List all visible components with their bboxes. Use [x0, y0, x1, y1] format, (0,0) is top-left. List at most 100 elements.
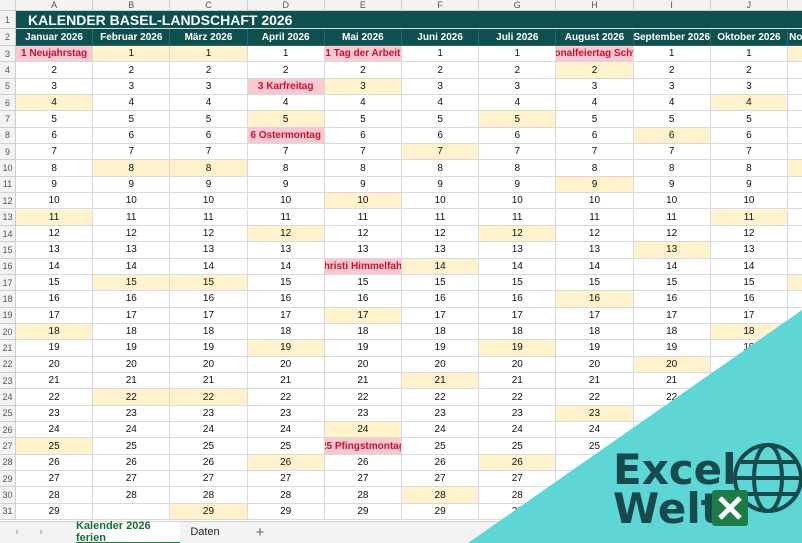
day-cell: 2 [479, 62, 557, 79]
row-header: 22 [0, 356, 16, 373]
day-cell: 24 [93, 422, 171, 439]
add-sheet[interactable]: + [255, 523, 265, 541]
day-cell: 3 [710, 78, 788, 96]
day-cell: 24 [16, 422, 94, 439]
day-cell: 25 [710, 438, 788, 455]
day-cell: 22 [93, 389, 171, 406]
day-cell: 16 [556, 291, 634, 308]
day-cell: 6 [402, 127, 480, 145]
day-cell: 10 [556, 193, 634, 210]
next-sheet[interactable]: › [39, 526, 43, 538]
day-cell: 17 [788, 308, 802, 324]
day-cell: 23 [324, 405, 402, 423]
day-cell: 16 [710, 291, 788, 308]
row-header: 25 [0, 405, 16, 423]
day-cell: 9 [633, 176, 711, 194]
column-header: J [710, 0, 788, 11]
day-cell: 10 [710, 193, 788, 210]
day-cell: 18 [479, 323, 557, 341]
day-cell: 18 [556, 323, 634, 341]
day-cell: 12 [710, 225, 788, 243]
day-cell: 21 [710, 373, 788, 390]
day-cell: 7 [788, 144, 802, 161]
corner [0, 0, 16, 11]
day-cell: 26 [633, 454, 711, 472]
row-header: 14 [0, 225, 16, 243]
day-cell: 25 [170, 438, 248, 455]
column-header: H [556, 0, 634, 11]
row-header: 18 [0, 291, 16, 308]
sheet-tab[interactable]: Kalender 2026 ferien [76, 520, 180, 543]
day-cell: 23 [247, 405, 325, 423]
prev-sheet[interactable]: ‹ [15, 526, 19, 538]
day-cell: 19 [324, 340, 402, 357]
day-cell: 16 [633, 291, 711, 308]
day-cell: 19 [788, 340, 802, 357]
day-cell: 8 [93, 160, 171, 177]
day-cell: 7 [556, 144, 634, 161]
row-header: 17 [0, 274, 16, 292]
day-cell: 26 [479, 454, 557, 472]
row-header: 4 [0, 62, 16, 79]
day-cell: 20 [93, 356, 171, 373]
day-cell: 27 [479, 471, 557, 488]
day-cell: 19 [247, 340, 325, 357]
month-header: Oktober 2026 [710, 29, 788, 46]
day-cell: 8 [170, 160, 248, 177]
day-cell: 20 [710, 356, 788, 373]
day-cell: 16 [788, 291, 802, 308]
sheet-tab[interactable]: Daten [190, 526, 220, 538]
row-header: 20 [0, 323, 16, 341]
day-cell: 17 [93, 307, 171, 324]
day-cell: 9 [324, 176, 402, 194]
day-cell: 4 [170, 95, 248, 112]
day-cell: 6 [170, 127, 248, 145]
day-cell: 13 [710, 242, 788, 259]
day-cell: 10 [633, 193, 711, 210]
day-cell: 25 [479, 438, 557, 455]
day-cell: 27 [788, 471, 802, 488]
row-header: 31 [0, 503, 16, 521]
day-cell: 8 [710, 160, 788, 177]
day-cell: 26 [16, 454, 94, 472]
row-header: 11 [0, 176, 16, 194]
day-cell: 29 [479, 503, 557, 521]
row-header: 12 [0, 193, 16, 210]
day-cell: 10 [170, 193, 248, 210]
day-cell: 23 [633, 405, 711, 423]
day-cell: 4 [16, 95, 94, 112]
day-cell: 6 [324, 127, 402, 145]
day-cell: 16 [16, 291, 94, 308]
day-cell: 29 [402, 503, 480, 521]
row-header: 29 [0, 471, 16, 488]
day-cell: 2 [710, 62, 788, 79]
day-cell: 11 [633, 209, 711, 226]
day-cell: 16 [324, 291, 402, 308]
row-header: 6 [0, 95, 16, 112]
day-cell: 1 [710, 46, 788, 63]
day-cell: 25 [93, 438, 171, 455]
day-cell: 9 [93, 176, 171, 194]
day-cell: 6 [556, 127, 634, 145]
day-cell: 1 [93, 46, 171, 63]
column-header: E [324, 0, 402, 11]
day-cell: 13 [556, 242, 634, 259]
day-cell: 5 [556, 111, 634, 128]
day-cell: 5 [788, 111, 802, 128]
day-cell: 2 [788, 62, 802, 79]
day-cell: 4 [402, 95, 480, 112]
day-cell: 2 [324, 62, 402, 79]
day-cell: 27 [324, 471, 402, 488]
day-cell: 28 [479, 487, 557, 504]
day-cell: 13 [324, 242, 402, 259]
column-header: G [479, 0, 557, 11]
day-cell: 9 [479, 176, 557, 194]
day-cell: 3 [479, 78, 557, 96]
row-header: 3 [0, 46, 16, 63]
day-cell: 14 [710, 258, 788, 275]
day-cell: 3 [16, 78, 94, 96]
day-cell: 15 [633, 274, 711, 292]
day-cell: 3 [324, 78, 402, 96]
day-cell: 17 [170, 307, 248, 324]
day-cell: 12 [170, 225, 248, 243]
